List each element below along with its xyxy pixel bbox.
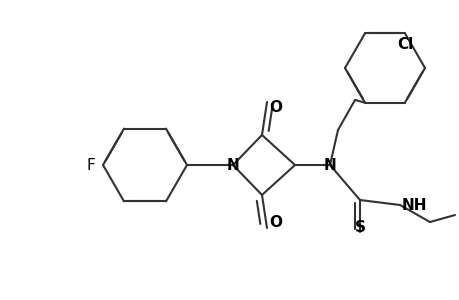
Text: N: N	[323, 158, 336, 172]
Text: O: O	[269, 215, 281, 230]
Text: NH: NH	[401, 197, 426, 212]
Text: S: S	[354, 220, 365, 235]
Text: Cl: Cl	[396, 38, 412, 52]
Text: F: F	[86, 158, 95, 172]
Text: O: O	[269, 100, 281, 115]
Text: N: N	[226, 158, 239, 172]
